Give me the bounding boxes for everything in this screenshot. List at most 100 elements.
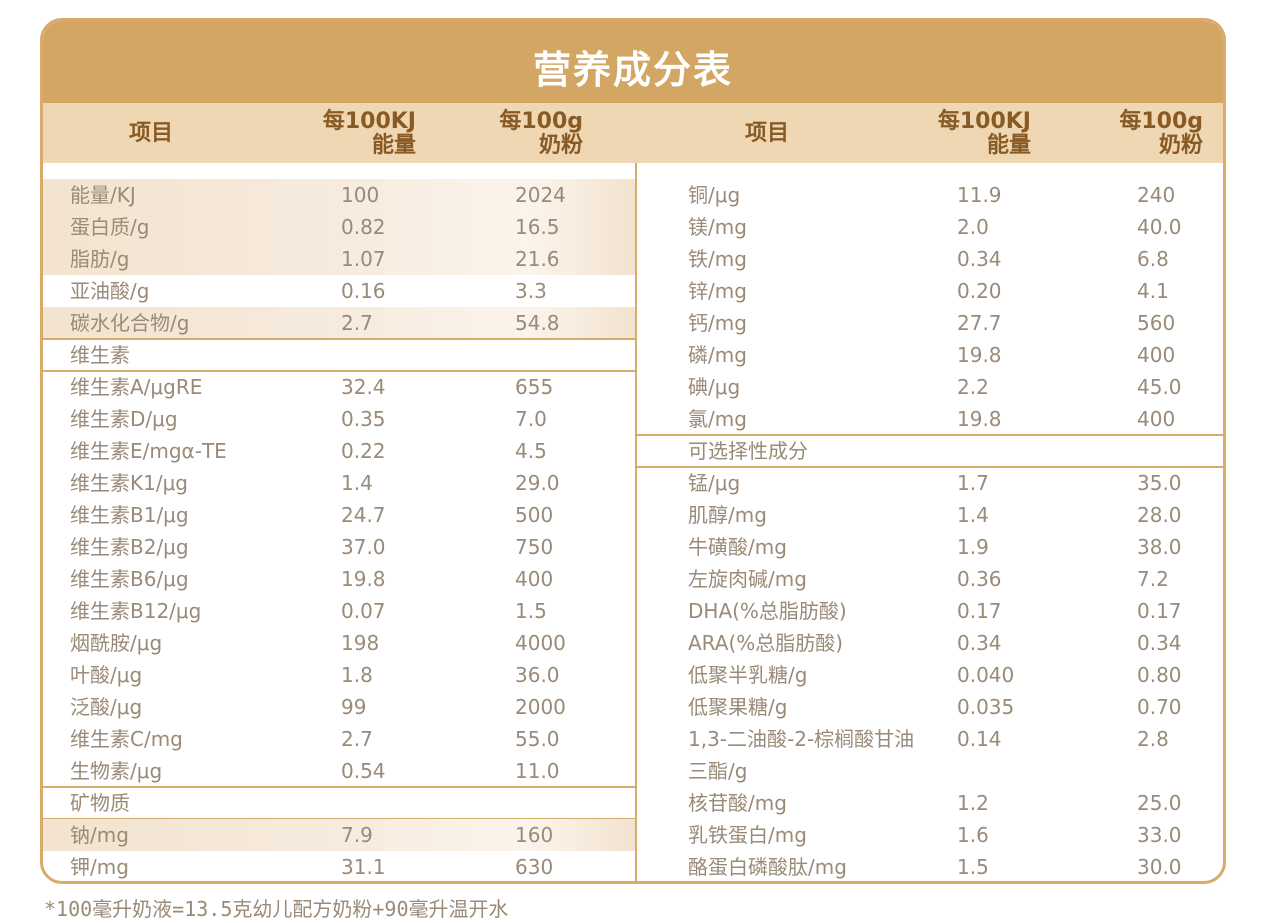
table-row: 钙/mg 27.7 560 <box>637 307 1223 339</box>
table-row: 钠/mg 7.9 160 <box>43 819 635 851</box>
per-powder-value: 4000 <box>515 631 566 655</box>
per-powder-value: 655 <box>515 375 554 399</box>
nutrient-name: 碳水化合物/g <box>70 311 190 335</box>
table-row: 维生素C/mg 2.7 55.0 <box>43 723 635 755</box>
per-energy-value: 19.8 <box>957 407 1002 431</box>
table-row: 酪蛋白磷酸肽/mg 1.5 30.0 <box>637 851 1223 881</box>
table-row: 维生素B12/μg 0.07 1.5 <box>43 595 635 627</box>
table-row: DHA(%总脂肪酸) 0.17 0.17 <box>637 595 1223 627</box>
table-row: 乳铁蛋白/mg 1.6 33.0 <box>637 819 1223 851</box>
table-row: 镁/mg 2.0 40.0 <box>637 211 1223 243</box>
table-row: 维生素K1/μg 1.4 29.0 <box>43 467 635 499</box>
table-row: 维生素A/μgRE 32.4 655 <box>43 371 635 403</box>
per-energy-value: 0.82 <box>341 215 386 239</box>
title-bar: 营养成分表 <box>43 21 1223 103</box>
section-divider-top <box>43 786 635 788</box>
per-powder-value: 4.1 <box>1137 279 1169 303</box>
nutrient-name: 磷/mg <box>688 343 747 367</box>
header-per-powder-right-2: 奶粉 <box>1158 133 1203 158</box>
per-powder-value: 160 <box>515 823 554 847</box>
table-row: 锰/μg 1.7 35.0 <box>637 467 1223 499</box>
per-energy-value: 1.6 <box>957 823 989 847</box>
per-powder-value: 4.5 <box>515 439 547 463</box>
table-row: 1,3-二油酸-2-棕榈酸甘油 0.14 2.8 <box>637 723 1223 755</box>
nutrient-name: 维生素A/μgRE <box>70 375 203 399</box>
nutrient-name: 蛋白质/g <box>70 215 150 239</box>
nutrient-name: 左旋肉碱/mg <box>688 567 807 591</box>
nutrient-name: 氯/mg <box>688 407 747 431</box>
table-row: ARA(%总脂肪酸) 0.34 0.34 <box>637 627 1223 659</box>
per-energy-value: 2.0 <box>957 215 989 239</box>
table-row: 碳水化合物/g 2.7 54.8 <box>43 307 635 339</box>
per-powder-value: 0.70 <box>1137 695 1182 719</box>
nutrient-name: 生物素/μg <box>70 759 163 783</box>
nutrient-name: 钾/mg <box>70 855 129 879</box>
footnote: *100毫升奶液=13.5克幼儿配方奶粉+90毫升温开水 <box>44 897 509 921</box>
per-powder-value: 29.0 <box>515 471 560 495</box>
table-row: 维生素D/μg 0.35 7.0 <box>43 403 635 435</box>
section-label: 可选择性成分 <box>688 439 808 463</box>
nutrient-name: ARA(%总脂肪酸) <box>688 631 844 655</box>
nutrient-name: 低聚半乳糖/g <box>688 663 808 687</box>
per-powder-value: 0.34 <box>1137 631 1182 655</box>
header-per-energy-left-1: 每100KJ <box>322 109 416 134</box>
per-energy-value: 7.9 <box>341 823 373 847</box>
table-row: 能量/KJ 100 2024 <box>43 179 635 211</box>
table-row: 铜/μg 11.9 240 <box>637 179 1223 211</box>
nutrient-name: 维生素B1/μg <box>70 503 189 527</box>
table-row: 维生素E/mgα-TE 0.22 4.5 <box>43 435 635 467</box>
per-energy-value: 24.7 <box>341 503 386 527</box>
per-powder-value: 2000 <box>515 695 566 719</box>
per-powder-value: 750 <box>515 535 554 559</box>
nutrient-name: 维生素E/mgα-TE <box>70 439 227 463</box>
per-energy-value: 0.07 <box>341 599 386 623</box>
nutrient-name: 酪蛋白磷酸肽/mg <box>688 855 847 879</box>
nutrient-name: DHA(%总脂肪酸) <box>688 599 847 623</box>
header-item-right: 项目 <box>745 121 790 146</box>
per-energy-value: 19.8 <box>957 343 1002 367</box>
section-row: 维生素 <box>43 339 635 371</box>
nutrient-name: 低聚果糖/g <box>688 695 788 719</box>
per-energy-value: 198 <box>341 631 380 655</box>
section-divider-bottom <box>637 466 1223 468</box>
nutrient-name: 维生素B2/μg <box>70 535 189 559</box>
per-energy-value: 99 <box>341 695 367 719</box>
table-row: 肌醇/mg 1.4 28.0 <box>637 499 1223 531</box>
nutrient-name: 维生素C/mg <box>70 727 183 751</box>
table-row: 维生素B2/μg 37.0 750 <box>43 531 635 563</box>
per-powder-value: 7.2 <box>1137 567 1169 591</box>
nutrient-name: 钠/mg <box>70 823 129 847</box>
table-row: 蛋白质/g 0.82 16.5 <box>43 211 635 243</box>
per-energy-value: 0.16 <box>341 279 386 303</box>
header-per-energy-right-1: 每100KJ <box>937 109 1031 134</box>
per-powder-value: 30.0 <box>1137 855 1182 879</box>
per-powder-value: 0.80 <box>1137 663 1182 687</box>
section-label: 维生素 <box>70 343 130 367</box>
section-row: 可选择性成分 <box>637 435 1223 467</box>
per-energy-value: 2.2 <box>957 375 989 399</box>
table-row: 生物素/μg 0.54 11.0 <box>43 755 635 787</box>
per-energy-value: 2.7 <box>341 727 373 751</box>
table-row: 钾/mg 31.1 630 <box>43 851 635 881</box>
per-energy-value: 1.5 <box>957 855 989 879</box>
nutrient-name: 铁/mg <box>688 247 747 271</box>
per-energy-value: 1.4 <box>341 471 373 495</box>
per-powder-value: 25.0 <box>1137 791 1182 815</box>
per-energy-value: 0.040 <box>957 663 1015 687</box>
table-row: 三酯/g <box>637 755 1223 787</box>
table-row: 锌/mg 0.20 4.1 <box>637 275 1223 307</box>
per-energy-value: 31.1 <box>341 855 386 879</box>
nutrient-name: 维生素B6/μg <box>70 567 189 591</box>
table-row: 叶酸/μg 1.8 36.0 <box>43 659 635 691</box>
per-powder-value: 0.17 <box>1137 599 1182 623</box>
per-energy-value: 0.17 <box>957 599 1002 623</box>
nutrient-name: 钙/mg <box>688 311 747 335</box>
per-energy-value: 1.7 <box>957 471 989 495</box>
header-per-energy-left-2: 能量 <box>371 133 416 158</box>
nutrient-name: 乳铁蛋白/mg <box>688 823 807 847</box>
table-row: 低聚半乳糖/g 0.040 0.80 <box>637 659 1223 691</box>
column-divider <box>635 163 637 881</box>
per-powder-value: 1.5 <box>515 599 547 623</box>
per-powder-value: 38.0 <box>1137 535 1182 559</box>
nutrient-name: 亚油酸/g <box>70 279 150 303</box>
